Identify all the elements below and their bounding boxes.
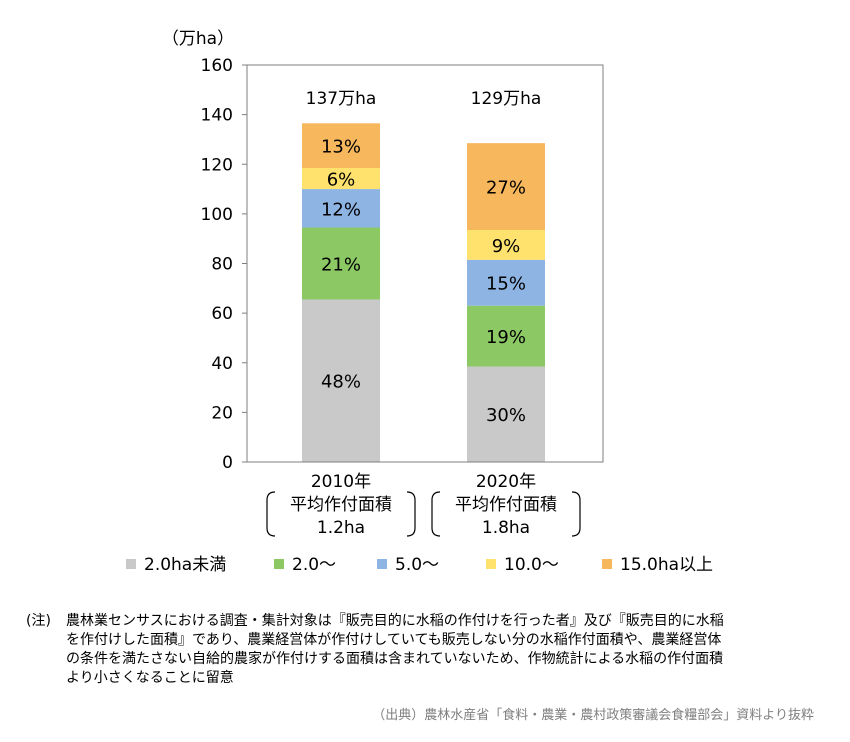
segment-percent-label: 9%: [492, 236, 521, 257]
y-tick-label: 40: [211, 354, 233, 374]
source-credit: （出典）農林水産省「食料・農業・農村政策審議会食糧部会」資料より抜粋: [372, 708, 814, 723]
footnote-line: の条件を満たさない自給的農家が作付けする面積は含まれていないため、作物統計による…: [66, 651, 724, 667]
legend-swatch: [486, 559, 496, 569]
legend-label: 2.0ha未満: [144, 555, 226, 575]
x-category-area-value: 1.2ha: [317, 518, 365, 538]
legend-label: 15.0ha以上: [620, 555, 713, 575]
x-category-area-label: 平均作付面積: [290, 495, 392, 515]
bar-segment: [302, 227, 380, 300]
segment-percent-label: 6%: [327, 170, 356, 191]
segment-percent-label: 19%: [486, 327, 526, 348]
y-tick-label: 80: [211, 255, 233, 275]
legend-swatch: [274, 559, 284, 569]
bar-segment: [467, 305, 545, 367]
segment-percent-label: 48%: [321, 372, 361, 393]
left-bracket: [431, 491, 441, 537]
y-tick-label: 140: [201, 106, 233, 126]
bar-segment: [467, 259, 545, 306]
footnote-line: より小さくなることに留意: [66, 670, 234, 686]
bar-segment: [467, 230, 545, 260]
bar-segment: [302, 167, 380, 190]
segment-percent-label: 13%: [321, 137, 361, 158]
bar-segment: [467, 366, 545, 462]
bar-total-label: 137万ha: [306, 89, 377, 109]
right-bracket: [571, 491, 581, 537]
legend-label: 10.0～: [504, 555, 559, 575]
y-tick-label: 60: [211, 304, 233, 324]
legend-swatch: [602, 559, 612, 569]
left-bracket: [266, 491, 276, 537]
legend-swatch: [126, 559, 136, 569]
footnote-line: 農林業センサスにおける調査・集計対象は『販売目的に水稲の作付けを行った者』及び『…: [66, 613, 724, 629]
legend-label: 2.0～: [292, 555, 336, 575]
footnote: (注) 農林業センサスにおける調査・集計対象は『販売目的に水稲の作付けを行った者…: [26, 612, 826, 688]
y-tick-label: 20: [211, 403, 233, 423]
bar-total-label: 129万ha: [471, 89, 542, 109]
y-tick-label: 100: [201, 205, 233, 225]
bar-segment: [302, 189, 380, 228]
plot-area-border: [246, 64, 604, 463]
legend-label: 5.0～: [395, 555, 439, 575]
stacked-bar-chart: 0 20 40 60 80 100 120 140 160 （万ha） 48% 21% 12% 6% 13%…: [126, 29, 713, 575]
segment-percent-label: 12%: [321, 199, 361, 220]
segment-percent-label: 27%: [486, 178, 526, 199]
legend-swatch: [377, 559, 387, 569]
bar-segment: [302, 299, 380, 462]
x-category-area-value: 1.8ha: [482, 518, 530, 538]
right-bracket: [406, 491, 416, 537]
footnote-tag: (注): [26, 613, 51, 629]
segment-percent-label: 21%: [321, 255, 361, 276]
footnote-line: を作付けした面積』であり、農業経営体が作付けしていても販売しない分の水稲作付面積…: [66, 632, 722, 648]
bar-segment: [302, 123, 380, 168]
x-category-area-label: 平均作付面積: [455, 495, 557, 515]
y-tick-label: 160: [201, 56, 233, 76]
y-tick-label: 120: [201, 155, 233, 175]
y-tick-label: 0: [222, 453, 233, 473]
segment-percent-label: 30%: [486, 405, 526, 426]
x-category-year: 2010年: [311, 472, 371, 492]
segment-percent-label: 15%: [486, 274, 526, 295]
bar-segment: [467, 143, 545, 231]
y-unit-label: （万ha）: [162, 29, 234, 49]
x-category-year: 2020年: [476, 472, 536, 492]
